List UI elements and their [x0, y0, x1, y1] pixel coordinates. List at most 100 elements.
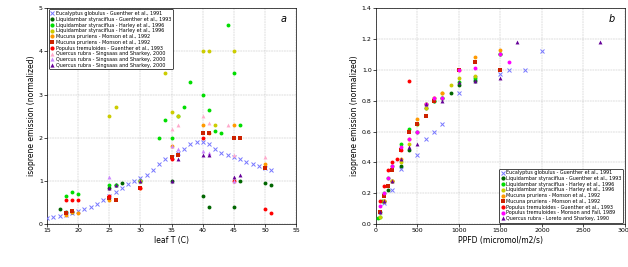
Liquidambar styraciflua - Harley et al., 1996: [497, 53, 504, 56]
Eucalyptus globulus - Guenther et al., 1991: [205, 143, 213, 146]
Liquidambar styraciflua - Harley et al., 1996: [161, 71, 169, 74]
Line: Liquidambar styraciflua - Harley et al., 1996: Liquidambar styraciflua - Harley et al.,…: [107, 49, 236, 183]
Populus tremuloides - Guenther et al., 1993: [397, 148, 404, 152]
Mucuna pruriens - Monson et al., 1992: [405, 138, 413, 141]
Mucuna pruriens - Monson et al., 1992: [389, 169, 396, 172]
Mucuna pruriens - Monson et al., 1992: [168, 156, 175, 159]
Liquidambar styraciflua - Guenther et al., 1993: [236, 179, 244, 183]
Mucuna pruriens - Monson et al., 1992: [422, 102, 430, 105]
Liquidambar styraciflua - Harley et al., 1996: [455, 81, 463, 84]
Mucuna pruriens - Monson et al., 1992: [112, 199, 119, 202]
Liquidambar styraciflua - Guenther et al., 1993: [376, 210, 384, 214]
Eucalyptus globulus - Guenther et al., 1991: [93, 202, 100, 205]
Eucalyptus globulus - Guenther et al., 1991: [230, 156, 237, 159]
Eucalyptus globulus - Guenther et al., 1991: [68, 212, 76, 215]
Liquidambar styraciflua - Harley et al., 1996: [137, 179, 144, 183]
Eucalyptus globulus - Guenther et al., 1991: [118, 186, 126, 189]
Mucuna pruriens - Monson et al., 1992: [106, 199, 113, 202]
Mucuna pruriens - Monson et al., 1992: [455, 68, 463, 71]
Eucalyptus globulus - Guenther et al., 1991: [422, 138, 430, 141]
Liquidambar styraciflua - Harley et al., 1996: [205, 108, 213, 111]
Liquidambar styraciflua - Guenther et al., 1993: [438, 96, 446, 99]
Populus tremuloides - Monson and Fall, 1989: [505, 60, 512, 64]
Populus tremuloides - Guenther et al., 1993: [261, 207, 269, 211]
Populus tremuloides - Guenther et al., 1993: [384, 169, 392, 172]
Mucuna pruriens - Monson et al., 1992: [230, 123, 237, 126]
Populus tremuloides - Guenther et al., 1993: [137, 186, 144, 189]
Mucuna pruriens - Monson et al., 1992: [236, 136, 244, 139]
Eucalyptus globulus - Guenther et al., 1991: [242, 160, 250, 163]
Populus tremuloides - Guenther et al., 1993: [376, 199, 384, 203]
Liquidambar styraciflua - Guenther et al., 1993: [205, 205, 213, 209]
Liquidambar styraciflua - Guenther et al., 1993: [472, 79, 479, 82]
Quercus rubra - Singsaas and Sharkey, 2000: [230, 179, 237, 183]
Eucalyptus globulus - Guenther et al., 1991: [50, 215, 57, 218]
Mucuna pruriens - Monson et al., 1992: [381, 195, 388, 198]
Eucalyptus globulus - Guenther et al., 1991: [538, 50, 546, 53]
Populus tremuloides - Monson and Fall, 1989: [384, 176, 392, 179]
Liquidambar styraciflua - Harley et al., 1996: [180, 106, 188, 109]
Liquidambar styraciflua - Harley et al., 1996: [212, 123, 219, 126]
Liquidambar styraciflua - Harley et al., 1996: [230, 50, 237, 53]
Line: Liquidambar styraciflua - Guenther et al., 1993: Liquidambar styraciflua - Guenther et al…: [378, 52, 502, 214]
Populus tremuloides - Monson and Fall, 1989: [414, 130, 421, 133]
Line: Mucuna pruriens - Monson et al., 1992: Mucuna pruriens - Monson et al., 1992: [64, 132, 267, 215]
Populus tremuloides - Guenther et al., 1993: [230, 179, 237, 183]
Line: Quercus rubra - Singsaas and Sharkey, 2000: Quercus rubra - Singsaas and Sharkey, 20…: [107, 144, 236, 183]
Populus tremuloides - Guenther et al., 1993: [106, 195, 113, 198]
Eucalyptus globulus - Guenther et al., 1991: [87, 205, 94, 209]
Mucuna pruriens - Monson et al., 1992: [414, 118, 421, 121]
Mucuna pruriens - Monson et al., 1992: [199, 123, 207, 126]
Liquidambar styraciflua - Harley et al., 1996: [212, 130, 219, 133]
Mucuna pruriens - Monson et al., 1992: [381, 199, 388, 203]
Eucalyptus globulus - Guenther et al., 1991: [131, 179, 138, 183]
Liquidambar styraciflua - Harley et al., 1996: [112, 106, 119, 109]
Populus tremuloides - Monson and Fall, 1989: [430, 96, 438, 99]
Eucalyptus globulus - Guenther et al., 1991: [455, 91, 463, 95]
Liquidambar styraciflua - Guenther et al., 1993: [414, 130, 421, 133]
Liquidambar styraciflua - Guenther et al., 1993: [112, 184, 119, 187]
Liquidambar styraciflua - Harley et al., 1996: [205, 50, 213, 53]
Mucuna pruriens - Monson et al., 1992: [397, 158, 404, 161]
Liquidambar styraciflua - Guenther et al., 1993: [268, 184, 275, 187]
Populus tremuloides - Guenther et al., 1993: [392, 158, 400, 161]
Mucuna pruriens - Monson et al., 1992: [376, 210, 384, 214]
Liquidambar styraciflua - Harley et al., 1996: [224, 24, 232, 27]
Populus tremuloides - Monson and Fall, 1989: [497, 53, 504, 56]
Mucuna pruriens - Monson et al., 1992: [205, 132, 213, 135]
Quercus rubra - Loreto and Sharkey, 1990: [422, 102, 430, 105]
Populus tremuloides - Monson and Fall, 1989: [405, 138, 413, 141]
Eucalyptus globulus - Guenther et al., 1991: [80, 207, 88, 211]
Line: Mucuna pruriens - Monson et al., 1992: Mucuna pruriens - Monson et al., 1992: [378, 60, 502, 214]
Eucalyptus globulus - Guenther et al., 1991: [521, 68, 529, 71]
Liquidambar styraciflua - Guenther et al., 1993: [447, 91, 454, 95]
Text: a: a: [280, 14, 286, 25]
Mucuna pruriens - Monson et al., 1992: [137, 186, 144, 189]
Quercus rubra - Loreto and Sharkey, 1990: [438, 99, 446, 102]
Y-axis label: isoprene emission (normalized): isoprene emission (normalized): [27, 56, 36, 176]
Liquidambar styraciflua - Guenther et al., 1993: [56, 207, 63, 211]
Line: Populus tremuloides - Guenther et al., 1993: Populus tremuloides - Guenther et al., 1…: [378, 79, 411, 203]
Populus tremuloides - Guenther et al., 1993: [62, 199, 70, 202]
Quercus rubra - Singsaas and Sharkey, 2000: [137, 179, 144, 183]
Liquidambar styraciflua - Harley et al., 1996: [155, 136, 163, 139]
Populus tremuloides - Guenther et al., 1993: [168, 158, 175, 161]
Liquidambar styraciflua - Guenther et al., 1993: [384, 189, 392, 192]
Mucuna pruriens - Monson et al., 1992: [106, 197, 113, 200]
Y-axis label: isoprene emission (normalized): isoprene emission (normalized): [350, 56, 359, 176]
Line: Populus tremuloides - Monson and Fall, 1989: Populus tremuloides - Monson and Fall, 1…: [378, 52, 511, 208]
Mucuna pruriens - Monson et al., 1992: [472, 56, 479, 59]
Liquidambar styraciflua - Guenther et al., 1993: [199, 195, 207, 198]
Liquidambar styraciflua - Harley et al., 1996: [168, 136, 175, 139]
Eucalyptus globulus - Guenther et al., 1991: [43, 216, 51, 219]
Quercus rubra - Singsaas and Sharkey, 2000: [199, 149, 207, 152]
Quercus rubra - Singsaas and Sharkey, 2000: [106, 175, 113, 178]
Mucuna pruriens - Monson et al., 1992: [62, 213, 70, 216]
Eucalyptus globulus - Guenther et al., 1991: [430, 130, 438, 133]
Eucalyptus globulus - Guenther et al., 1991: [180, 147, 188, 150]
Eucalyptus globulus - Guenther et al., 1991: [193, 140, 200, 144]
Quercus rubra - Loreto and Sharkey, 1990: [389, 179, 396, 183]
Populus tremuloides - Monson and Fall, 1989: [438, 96, 446, 99]
X-axis label: leaf T (C): leaf T (C): [154, 236, 189, 245]
Quercus rubra - Singsaas and Sharkey, 2000: [224, 123, 232, 126]
